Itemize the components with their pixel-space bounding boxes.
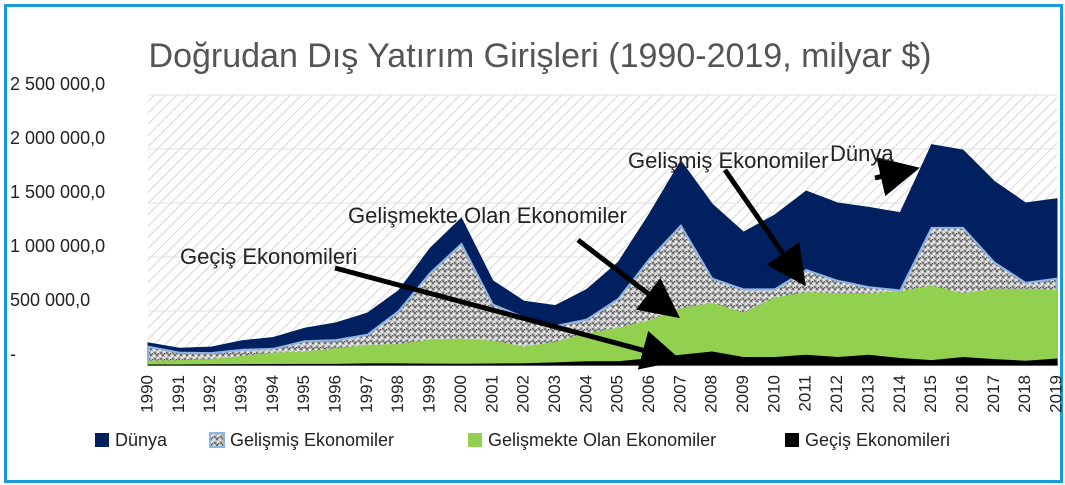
annotation-arrow (874, 157, 920, 197)
annotation: Gelişmiş Ekonomiler (628, 148, 829, 173)
chart-frame (4, 4, 1063, 483)
y-tick-label: 1 500 000,0 (10, 182, 105, 202)
x-tick-label: 2001 (482, 375, 501, 413)
x-tick-label: 2017 (984, 375, 1003, 413)
x-tick-label: 2003 (545, 375, 564, 413)
legend-swatch (209, 432, 225, 448)
x-tick-label: 1997 (357, 375, 376, 413)
x-tick-label: 2011 (796, 375, 815, 412)
y-tick-label: 1 000 000,0 (10, 236, 105, 256)
x-tick-label: 2014 (890, 375, 909, 413)
annotation: Dünya (830, 141, 894, 166)
x-tick-label: 2018 (1015, 375, 1034, 413)
x-tick-label: 1993 (232, 375, 251, 413)
x-tick-label: 1995 (294, 375, 313, 413)
x-tick-label: 2006 (639, 375, 658, 413)
x-tick-label: 1996 (326, 375, 345, 413)
x-tick-label: 2002 (514, 375, 533, 413)
area (147, 285, 1058, 366)
x-tick-label: 2000 (451, 375, 470, 413)
y-tick-label: 500 000,0 (10, 290, 90, 310)
x-tick-label: 1994 (263, 375, 282, 413)
x-tick-label: 2004 (576, 375, 595, 413)
x-tick-label: 2007 (670, 375, 689, 413)
x-tick-label: 2019 (1046, 375, 1065, 413)
x-tick-label: 2005 (608, 375, 627, 413)
legend-swatch (468, 433, 482, 447)
area (148, 351, 1058, 366)
y-tick-label: - (10, 344, 16, 364)
x-tick-label: 2013 (858, 375, 877, 413)
annotation-arrow (576, 238, 680, 319)
annotation-arrow (334, 265, 682, 370)
y-tick-label: 2 500 000,0 (10, 74, 105, 94)
legend-swatch (95, 433, 109, 447)
x-tick-label: 2016 (952, 375, 971, 413)
annotation: Gelişmekte Olan Ekonomiler (348, 203, 627, 228)
legend-label: Geçiş Ekonomileri (805, 430, 950, 450)
chart-title: Doğrudan Dış Yatırım Girişleri (1990-201… (148, 37, 932, 75)
x-tick-label: 1991 (169, 375, 188, 413)
legend-swatch (785, 433, 799, 447)
legend-label: Gelişmiş Ekonomiler (230, 430, 394, 450)
x-tick-label: 1998 (388, 375, 407, 413)
x-tick-label: 1999 (420, 375, 439, 413)
x-tick-label: 2009 (733, 375, 752, 413)
x-tick-label: 1990 (137, 375, 156, 413)
annotation: Geçiş Ekonomileri (180, 244, 357, 269)
annotation-arrow (722, 168, 806, 287)
legend-label: Dünya (115, 430, 168, 450)
y-tick-label: 2 000 000,0 (10, 128, 105, 148)
x-tick-label: 2010 (764, 375, 783, 413)
x-tick-label: 2012 (827, 375, 846, 413)
legend-label: Gelişmekte Olan Ekonomiler (488, 430, 716, 450)
x-tick-label: 1992 (200, 375, 219, 413)
x-tick-label: 2008 (702, 375, 721, 413)
x-tick-label: 2015 (921, 375, 940, 413)
